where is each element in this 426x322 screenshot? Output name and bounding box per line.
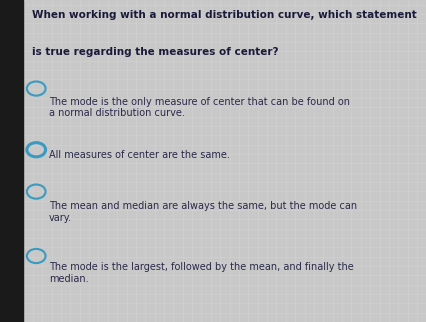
Text: is true regarding the measures of center?: is true regarding the measures of center… (32, 47, 279, 57)
Bar (0, 0, 23, 322)
Text: All measures of center are the same.: All measures of center are the same. (49, 150, 230, 160)
Text: The mode is the only measure of center that can be found on
a normal distributio: The mode is the only measure of center t… (49, 97, 350, 118)
Text: The mode is the largest, followed by the mean, and finally the
median.: The mode is the largest, followed by the… (49, 262, 354, 284)
Text: The mean and median are always the same, but the mode can
vary.: The mean and median are always the same,… (49, 201, 357, 223)
Text: When working with a normal distribution curve, which statement: When working with a normal distribution … (32, 10, 417, 20)
